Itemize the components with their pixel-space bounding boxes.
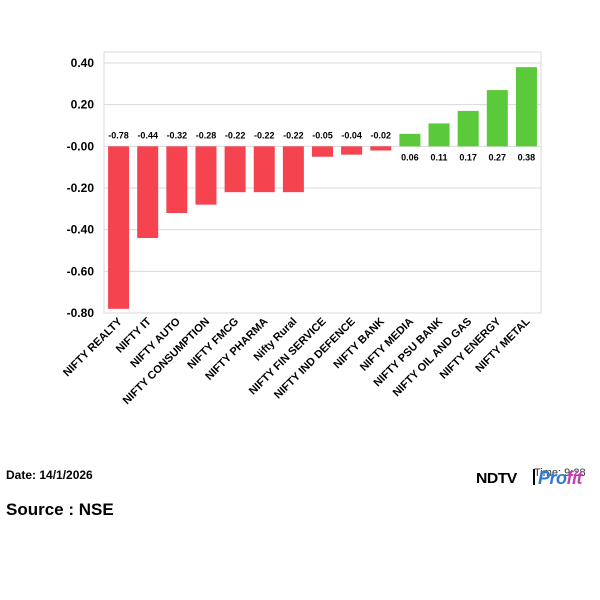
data-label: -0.22 bbox=[254, 130, 275, 140]
bar bbox=[370, 146, 392, 151]
data-label: -0.32 bbox=[167, 130, 188, 140]
ndtv-logo-text: NDTV bbox=[476, 470, 517, 487]
bar bbox=[282, 146, 304, 193]
bar bbox=[195, 146, 217, 205]
y-tick-label: -0.40 bbox=[67, 223, 95, 237]
data-label: -0.02 bbox=[371, 130, 392, 140]
y-tick-label: -0.80 bbox=[67, 306, 95, 320]
profit-logo-text: Profit bbox=[538, 468, 583, 488]
bar bbox=[108, 146, 130, 309]
bar bbox=[428, 123, 450, 147]
data-label: -0.22 bbox=[283, 130, 304, 140]
data-label: -0.05 bbox=[312, 130, 333, 140]
data-label: 0.11 bbox=[431, 152, 448, 162]
bar bbox=[224, 146, 246, 193]
data-label: -0.22 bbox=[225, 130, 246, 140]
data-label: -0.44 bbox=[137, 130, 158, 140]
y-tick-label: 0.20 bbox=[71, 98, 95, 112]
data-label: 0.06 bbox=[401, 152, 419, 162]
y-tick-label: 0.40 bbox=[71, 56, 95, 70]
bar bbox=[166, 146, 188, 213]
data-label: 0.17 bbox=[459, 152, 477, 162]
data-label: -0.78 bbox=[108, 130, 129, 140]
bar bbox=[253, 146, 275, 193]
data-label: 0.38 bbox=[518, 152, 536, 162]
data-label: -0.04 bbox=[341, 130, 362, 140]
bar bbox=[399, 133, 421, 147]
bar bbox=[341, 146, 363, 155]
bar bbox=[312, 146, 333, 157]
data-label: -0.28 bbox=[196, 130, 217, 140]
bar bbox=[486, 90, 508, 147]
data-label: 0.27 bbox=[489, 152, 507, 162]
time-label: Time: 9:28 bbox=[534, 467, 586, 479]
y-tick-label: -0.60 bbox=[67, 264, 95, 278]
bar bbox=[137, 146, 159, 238]
y-tick-label: -0.00 bbox=[67, 139, 95, 153]
ndtv-profit-logo: Time: 9:28 NDTV Profit bbox=[476, 467, 600, 489]
y-tick-label: -0.20 bbox=[67, 181, 95, 195]
bar bbox=[457, 110, 479, 147]
bar bbox=[515, 67, 537, 147]
date-label: Date: 14/1/2026 bbox=[6, 468, 93, 482]
logo-divider bbox=[533, 469, 535, 485]
source-label: Source : NSE bbox=[6, 500, 114, 519]
